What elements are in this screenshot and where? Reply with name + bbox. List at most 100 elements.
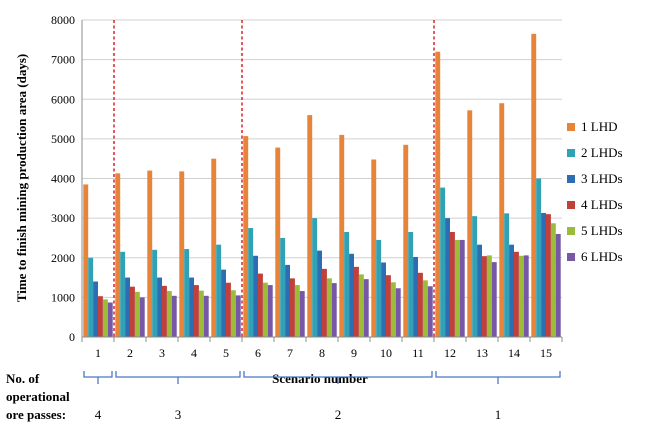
bar xyxy=(363,279,369,337)
bar xyxy=(285,264,290,337)
bar xyxy=(349,253,354,337)
x-tick-label: 15 xyxy=(540,346,552,360)
bar xyxy=(482,256,487,337)
bar xyxy=(536,178,542,337)
x-tick-label: 11 xyxy=(412,346,424,360)
bar xyxy=(509,244,514,337)
bar xyxy=(344,231,350,337)
ore-pass-group-bracket xyxy=(435,371,561,384)
y-tick-labels: 0 1000 2000 3000 4000 5000 6000 7000 8000 xyxy=(51,13,75,344)
ore-pass-count: 2 xyxy=(335,407,342,422)
bar xyxy=(130,286,135,337)
x-tick-labels: 1 2 3 4 5 6 7 8 9 10 11 12 13 14 15 xyxy=(95,346,552,360)
bar xyxy=(422,280,428,337)
bar xyxy=(395,288,401,337)
x-tick-label: 3 xyxy=(159,346,165,360)
bar xyxy=(413,256,418,337)
x-tick-label: 5 xyxy=(223,346,229,360)
bar xyxy=(454,239,460,337)
bar xyxy=(550,223,556,337)
y-tick-label: 8000 xyxy=(51,13,75,27)
bar xyxy=(312,218,318,338)
ore-passes-annotation: No. of operational ore passes: 4 3 2 1 xyxy=(6,371,561,422)
bar xyxy=(226,282,231,337)
bar xyxy=(102,299,108,337)
legend-swatch xyxy=(567,149,575,157)
x-tick-label: 13 xyxy=(476,346,488,360)
bar xyxy=(179,171,185,337)
x-axis-title: Scenario number xyxy=(272,371,368,386)
legend-label: 3 LHDs xyxy=(581,171,623,186)
bar xyxy=(371,159,377,337)
bar xyxy=(248,228,254,337)
bar xyxy=(267,285,273,337)
bar xyxy=(166,291,172,337)
bar xyxy=(275,147,281,337)
x-tick-label: 8 xyxy=(319,346,325,360)
bar xyxy=(546,214,551,337)
bar xyxy=(491,262,497,337)
bar xyxy=(467,110,473,337)
legend-swatch xyxy=(567,175,575,183)
ore-pass-group-bracket xyxy=(243,371,433,384)
bar xyxy=(216,244,222,337)
bar xyxy=(152,249,158,337)
bar xyxy=(518,255,524,337)
bar xyxy=(290,278,295,337)
x-tick-label: 4 xyxy=(191,346,197,360)
bar xyxy=(189,277,194,337)
bar xyxy=(354,266,359,337)
bar xyxy=(98,296,103,337)
y-tick-label: 0 xyxy=(69,330,75,344)
bar xyxy=(93,281,98,337)
y-tick-label: 5000 xyxy=(51,132,75,146)
bar xyxy=(307,115,313,337)
bar xyxy=(221,269,226,337)
bar xyxy=(555,233,561,337)
x-tick-label: 12 xyxy=(444,346,456,360)
bar xyxy=(381,262,386,337)
y-tick-label: 1000 xyxy=(51,290,75,304)
x-tick-label: 1 xyxy=(95,346,101,360)
bar xyxy=(88,257,94,337)
bar xyxy=(386,275,391,337)
bar xyxy=(440,187,446,337)
bar xyxy=(235,295,241,337)
y-axis-title: Time to finish mining production area (d… xyxy=(14,54,29,302)
bar xyxy=(477,244,482,337)
bar xyxy=(376,239,382,337)
bar xyxy=(472,216,478,337)
x-tick-label: 7 xyxy=(287,346,293,360)
legend-label: 4 LHDs xyxy=(581,197,623,212)
x-tick-label: 6 xyxy=(255,346,261,360)
bar xyxy=(390,282,396,337)
legend-swatch xyxy=(567,123,575,131)
bar xyxy=(504,213,510,337)
bar xyxy=(450,231,455,337)
bar xyxy=(198,290,204,337)
bar xyxy=(258,273,263,337)
bar xyxy=(280,237,286,337)
bar xyxy=(541,212,546,337)
bar xyxy=(83,184,89,337)
legend-label: 1 LHD xyxy=(581,119,617,134)
bar xyxy=(147,170,153,337)
bar xyxy=(184,249,190,337)
ore-pass-count: 4 xyxy=(95,407,102,422)
bar xyxy=(459,239,465,337)
bar xyxy=(445,218,450,338)
ore-passes-label: ore passes: xyxy=(6,407,66,422)
bar xyxy=(322,268,327,337)
legend-swatch xyxy=(567,253,575,261)
legend-swatch xyxy=(567,227,575,235)
scenario-separators xyxy=(113,20,435,337)
bar xyxy=(230,290,236,337)
ore-passes-label: No. of xyxy=(6,371,40,386)
bar xyxy=(253,255,258,337)
x-tick-label: 10 xyxy=(380,346,392,360)
bar xyxy=(531,33,537,338)
legend: 1 LHD 2 LHDs 3 LHDs 4 LHDs 5 LHDs 6 LHDs xyxy=(567,119,623,264)
x-tick-label: 14 xyxy=(508,346,520,360)
bar xyxy=(403,144,409,337)
